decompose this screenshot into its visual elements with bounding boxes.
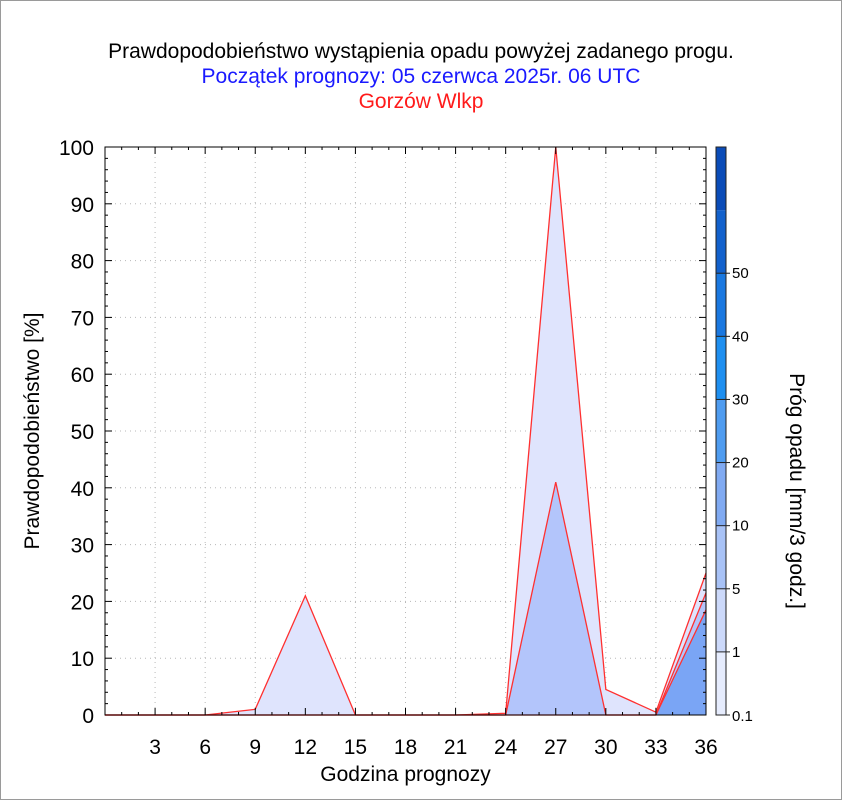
chart-title: Prawdopodobieństwo wystąpienia opadu pow… bbox=[108, 40, 734, 63]
colorbar-block bbox=[716, 525, 726, 589]
colorbar-label: 20 bbox=[732, 455, 749, 472]
x-tick-label: 6 bbox=[199, 736, 211, 759]
axis-ticks bbox=[104, 146, 707, 716]
colorbar-label: 50 bbox=[732, 265, 749, 282]
colorbar-label: 10 bbox=[732, 518, 749, 535]
colorbar-block bbox=[716, 273, 726, 337]
y-tick-label: 30 bbox=[71, 535, 94, 558]
colorbar-label: 5 bbox=[732, 581, 740, 598]
colorbar-block bbox=[716, 210, 726, 274]
x-tick-label: 36 bbox=[694, 736, 717, 759]
x-tick-label: 15 bbox=[344, 736, 367, 759]
x-tick-label: 24 bbox=[494, 736, 518, 759]
colorbar bbox=[715, 146, 730, 716]
colorbar-label: 30 bbox=[732, 391, 749, 408]
colorbar-block bbox=[716, 147, 726, 211]
threshold-areas bbox=[105, 147, 706, 715]
location-subtitle: Gorzów Wlkp bbox=[358, 90, 484, 113]
colorbar-block bbox=[716, 399, 726, 463]
colorbar-block bbox=[716, 336, 726, 400]
colorbar-block bbox=[716, 462, 726, 526]
y-tick-label: 50 bbox=[71, 421, 94, 444]
colorbar-title: Próg opadu [mm/3 godz.] bbox=[785, 373, 808, 609]
y-axis-label: Prawdopodobieństwo [%] bbox=[21, 313, 44, 550]
colorbar-label: 40 bbox=[732, 328, 749, 345]
grid bbox=[105, 147, 706, 715]
colorbar-block bbox=[716, 588, 726, 652]
forecast-start-subtitle: Początek prognozy: 05 czerwca 2025r. 06 … bbox=[201, 65, 641, 88]
y-tick-label: 90 bbox=[71, 194, 94, 217]
colorbar-block bbox=[716, 651, 726, 715]
y-tick-labels: 0 10 20 30 40 50 60 70 80 90 100 bbox=[59, 137, 94, 728]
y-tick-label: 0 bbox=[82, 705, 94, 728]
y-tick-label: 100 bbox=[59, 137, 94, 160]
x-tick-label: 9 bbox=[249, 736, 261, 759]
x-tick-labels: 3 6 9 12 15 18 21 24 27 30 33 36 bbox=[149, 736, 717, 759]
x-tick-label: 12 bbox=[294, 736, 317, 759]
y-tick-label: 10 bbox=[71, 648, 94, 671]
x-tick-label: 33 bbox=[644, 736, 667, 759]
area-threshold-1 bbox=[105, 482, 706, 715]
colorbar-labels: 0.1 1 5 10 20 30 40 50 bbox=[732, 265, 753, 725]
y-tick-label: 40 bbox=[71, 478, 94, 501]
x-axis-label: Godzina prognozy bbox=[320, 763, 491, 786]
x-tick-label: 18 bbox=[394, 736, 417, 759]
x-tick-label: 3 bbox=[149, 736, 161, 759]
y-tick-label: 20 bbox=[71, 591, 94, 614]
y-tick-label: 60 bbox=[71, 364, 94, 387]
x-tick-label: 21 bbox=[444, 736, 467, 759]
colorbar-label: 1 bbox=[732, 644, 740, 661]
colorbar-label: 0.1 bbox=[732, 708, 753, 725]
x-tick-label: 30 bbox=[594, 736, 617, 759]
x-tick-label: 27 bbox=[544, 736, 567, 759]
y-tick-label: 70 bbox=[71, 307, 94, 330]
y-tick-label: 80 bbox=[71, 251, 94, 274]
